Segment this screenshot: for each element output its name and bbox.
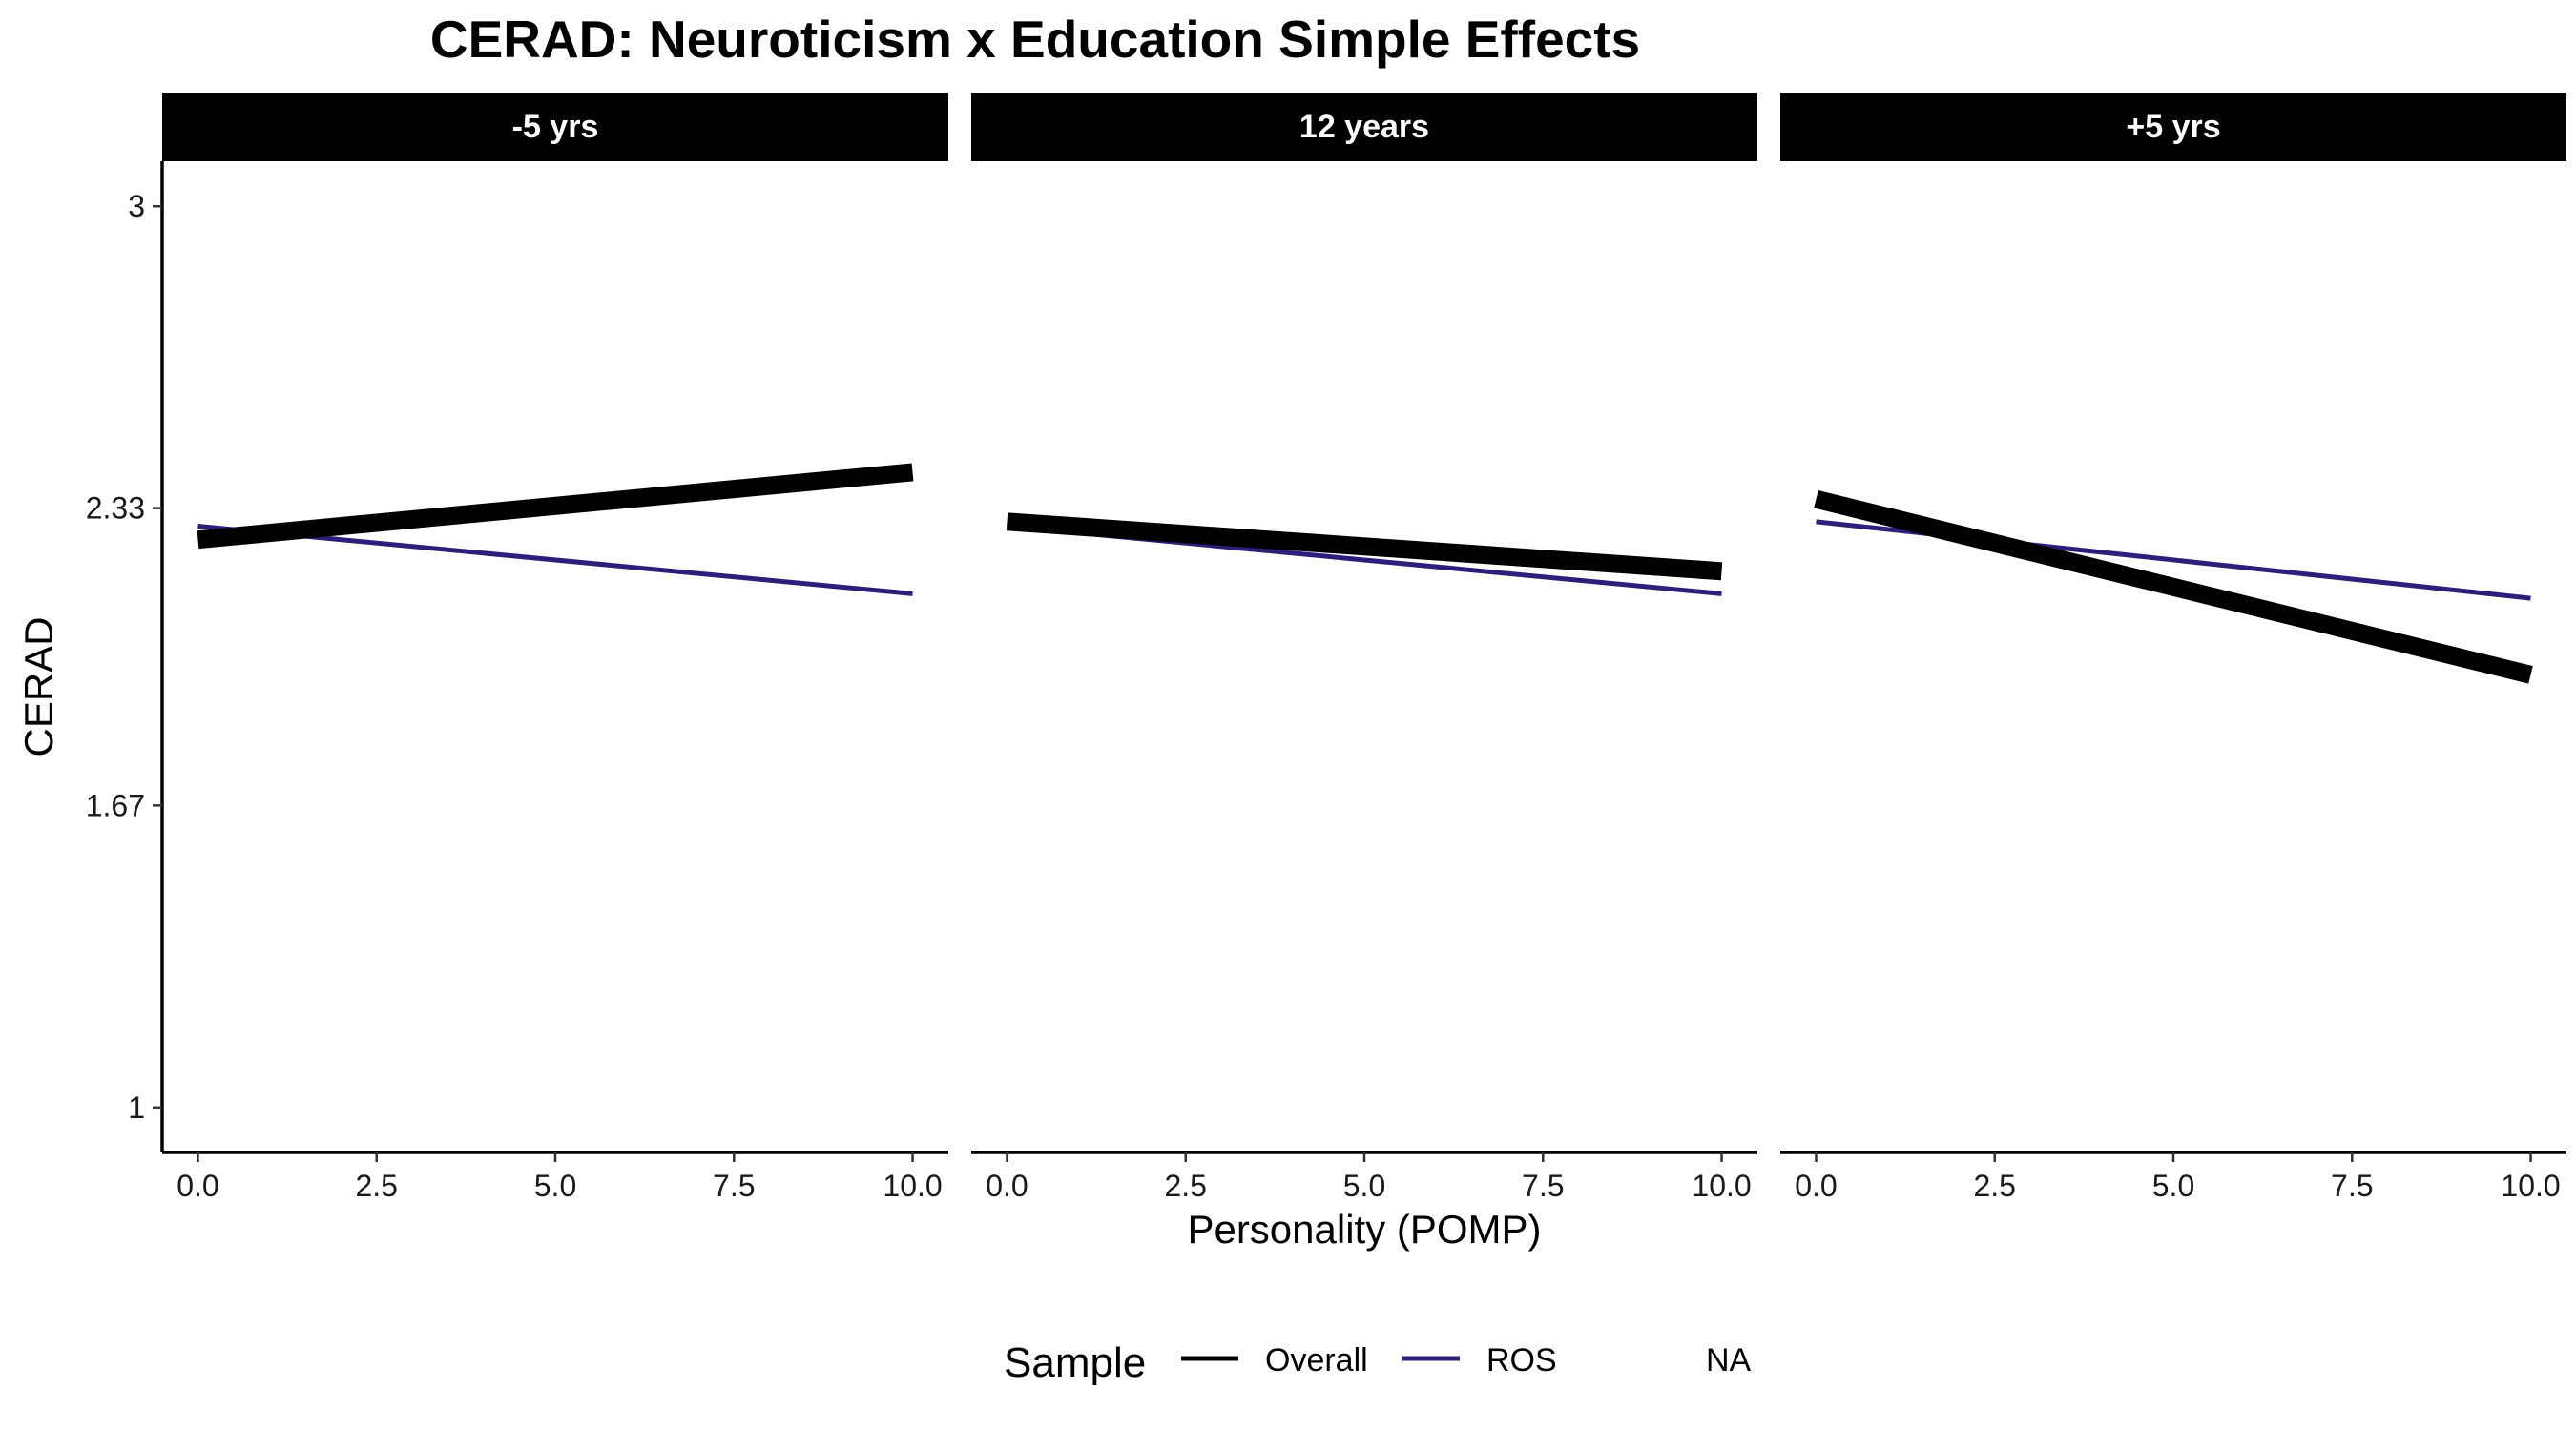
facet-strip-label: -5 yrs bbox=[512, 109, 599, 145]
facet-panel: +5 yrs 0.0 2.5 5.0 7.5 10.0 bbox=[1780, 93, 2566, 1203]
series-line-overall bbox=[1006, 512, 1723, 581]
x-tick-label: 0.0 bbox=[1795, 1169, 1837, 1203]
facet-strip bbox=[971, 93, 1757, 161]
series-line-overall bbox=[1814, 489, 2533, 684]
x-tick-label: 10.0 bbox=[2501, 1169, 2560, 1203]
x-tick-label: 2.5 bbox=[355, 1169, 397, 1203]
y-tick-label: 1 bbox=[128, 1090, 145, 1125]
y-tick-label: 1.67 bbox=[86, 788, 145, 822]
legend-title: Sample bbox=[1004, 1339, 1146, 1386]
legend-label-ros: ROS bbox=[1486, 1342, 1557, 1379]
x-tick-label: 5.0 bbox=[534, 1169, 576, 1203]
chart-title: CERAD: Neuroticism x Education Simple Ef… bbox=[430, 10, 1640, 69]
facet-strip bbox=[162, 93, 948, 161]
facet-panel: 12 years 0.0 2.5 5.0 7.5 10.0 bbox=[971, 93, 1757, 1203]
y-axis-title: CERAD bbox=[16, 616, 61, 757]
y-tick-label: 2.33 bbox=[86, 491, 145, 526]
x-tick-label: 2.5 bbox=[1164, 1169, 1206, 1203]
x-tick-label: 0.0 bbox=[177, 1169, 218, 1203]
y-axis: 1 1.67 2.33 3 bbox=[86, 161, 164, 1152]
x-tick-label: 10.0 bbox=[883, 1169, 942, 1203]
y-tick-label: 3 bbox=[128, 189, 145, 223]
x-tick-label: 0.0 bbox=[986, 1169, 1028, 1203]
facet-panels: -5 yrs 0.0 2.5 5.0 7.5 10.0 12 years 0.0 2.5 5.0 7… bbox=[162, 93, 2566, 1203]
x-tick-label: 5.0 bbox=[1343, 1169, 1385, 1203]
legend: Sample Overall ROS NA bbox=[1004, 1339, 1752, 1386]
x-tick-label: 5.0 bbox=[2152, 1169, 2194, 1203]
facet-panel: -5 yrs 0.0 2.5 5.0 7.5 10.0 bbox=[162, 93, 948, 1203]
facet-strip bbox=[1780, 93, 2566, 161]
x-tick-label: 10.0 bbox=[1692, 1169, 1751, 1203]
legend-label-na: NA bbox=[1706, 1342, 1752, 1379]
x-tick-label: 7.5 bbox=[713, 1169, 755, 1203]
x-axis-title: Personality (POMP) bbox=[1187, 1207, 1541, 1252]
facet-strip-label: 12 years bbox=[1299, 109, 1429, 145]
legend-label-overall: Overall bbox=[1265, 1342, 1368, 1379]
x-tick-label: 2.5 bbox=[1973, 1169, 2015, 1203]
x-tick-label: 7.5 bbox=[1522, 1169, 1564, 1203]
x-tick-label: 7.5 bbox=[2331, 1169, 2373, 1203]
series-line-overall bbox=[197, 463, 914, 550]
facet-strip-label: +5 yrs bbox=[2126, 109, 2220, 145]
